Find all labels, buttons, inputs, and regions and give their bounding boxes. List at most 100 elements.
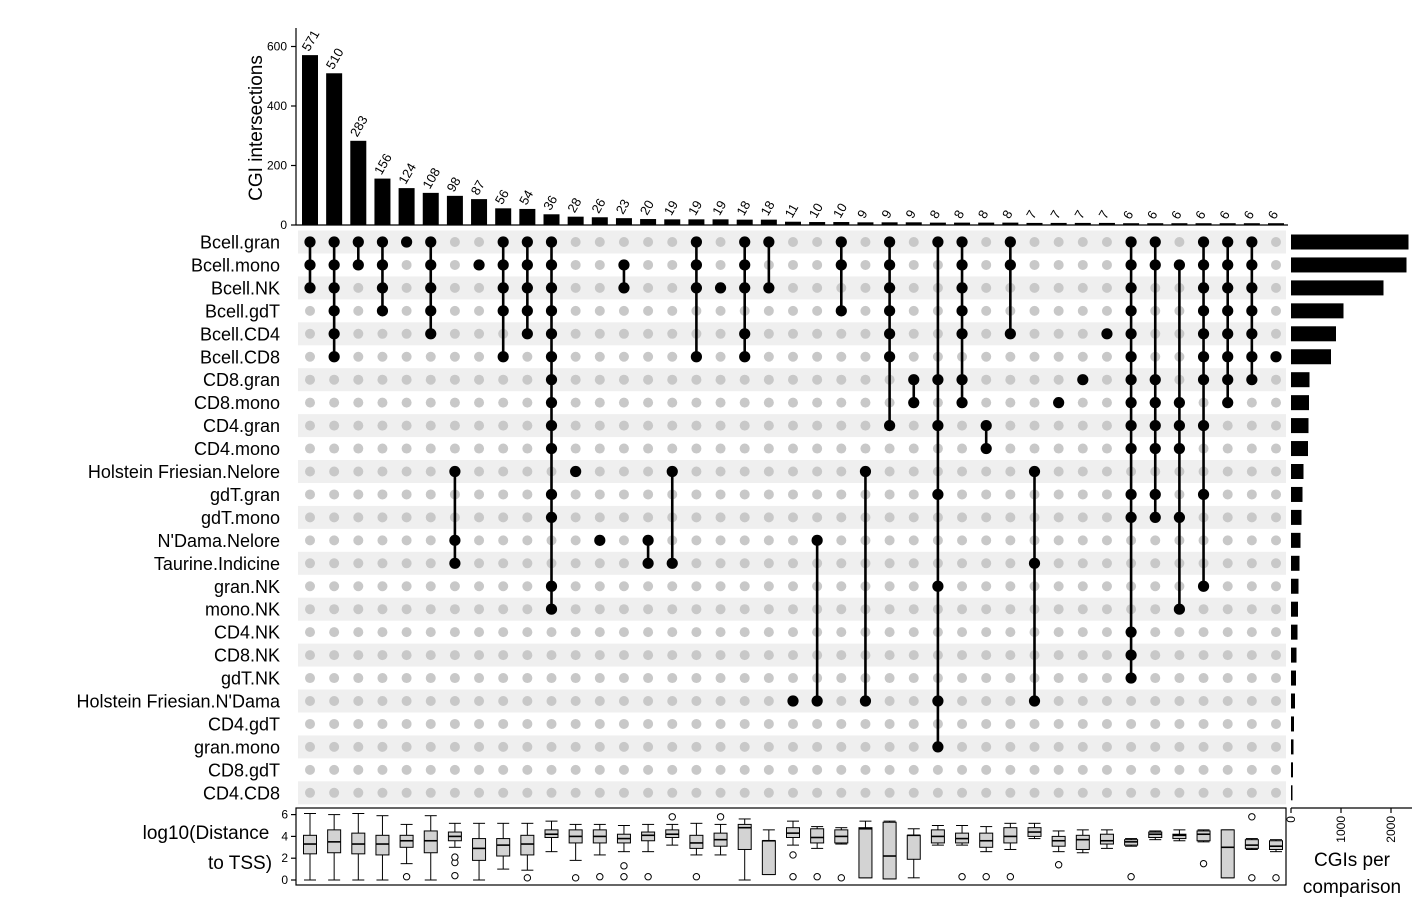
matrix-dot-empty: [788, 741, 798, 752]
matrix-dot-empty: [1101, 581, 1112, 592]
matrix-dot-empty: [618, 650, 629, 661]
matrix-dot-empty: [1005, 604, 1016, 615]
matrix-dot-empty: [1150, 787, 1161, 798]
matrix-dot-empty: [1101, 650, 1112, 661]
matrix-dot-empty: [1053, 535, 1064, 546]
intersection-bar: [1002, 222, 1019, 225]
matrix-dot-filled: [328, 328, 340, 340]
matrix-dot-empty: [377, 741, 388, 752]
matrix-dot-empty: [1077, 696, 1088, 706]
matrix-dot-empty: [643, 696, 654, 706]
matrix-dot-empty: [643, 673, 654, 684]
matrix-dot-empty: [1198, 764, 1209, 775]
matrix-dot-filled: [425, 259, 437, 271]
matrix-dot-empty: [643, 282, 654, 293]
matrix-dot-empty: [329, 581, 340, 592]
matrix-dot-empty: [1271, 718, 1281, 729]
matrix-dot-filled: [545, 351, 558, 363]
intersection-bar-label: 6: [1168, 208, 1185, 222]
matrix-dot-filled: [545, 236, 558, 248]
matrix-dot-empty: [860, 741, 871, 752]
intersection-bar: [350, 140, 367, 225]
matrix-dot-empty: [1101, 282, 1112, 293]
box-iqr: [689, 834, 704, 849]
matrix-dot-empty: [1077, 581, 1088, 592]
matrix-dot-empty: [908, 351, 919, 362]
matrix-dot-empty: [908, 764, 919, 775]
matrix-dot-empty: [570, 764, 581, 775]
matrix-dot-empty: [353, 443, 364, 454]
matrix-dot-empty: [1077, 535, 1088, 546]
matrix-dot-filled: [787, 695, 799, 707]
intersection-bar-label: 87: [468, 178, 488, 198]
matrix-dot-empty: [498, 673, 509, 684]
set-label: CD4.gdT: [208, 714, 280, 734]
matrix-dot-filled: [884, 351, 896, 363]
intersection-bar: [664, 219, 681, 225]
matrix-dot-empty: [715, 397, 726, 408]
box-outlier: [958, 873, 966, 881]
matrix-dot-empty: [1246, 489, 1257, 500]
matrix-dot-empty: [1101, 718, 1112, 729]
matrix-dot-empty: [739, 718, 750, 729]
matrix-dot-empty: [957, 627, 968, 638]
matrix-dot-empty: [788, 718, 798, 729]
set-size-bar: [1291, 257, 1407, 273]
matrix-dot-empty: [546, 764, 557, 775]
matrix-dot-empty: [498, 397, 509, 408]
matrix-dot-filled: [811, 695, 823, 707]
matrix-dot-empty: [401, 489, 412, 500]
matrix-dot-empty: [667, 696, 678, 706]
matrix-dot-empty: [618, 351, 629, 362]
matrix-dot-empty: [957, 604, 968, 615]
matrix-dot-empty: [353, 535, 364, 546]
matrix-dot-empty: [474, 581, 485, 592]
matrix-dot-empty: [522, 466, 533, 477]
matrix-dot-empty: [739, 741, 750, 752]
matrix-dot-filled: [1125, 282, 1137, 294]
matrix-dot-empty: [1271, 512, 1281, 523]
matrix-dot-empty: [1077, 558, 1088, 569]
set-label: Holstein Friesian.N'Dama: [76, 692, 280, 712]
matrix-dot-empty: [836, 741, 847, 752]
matrix-dot-empty: [1053, 489, 1064, 500]
set-label: Bcell.gran: [200, 233, 280, 253]
matrix-dot-empty: [449, 787, 460, 798]
intersection-bar: [929, 222, 946, 225]
matrix-dot-empty: [401, 305, 412, 316]
matrix-dot-empty: [425, 787, 436, 798]
box-iqr: [906, 834, 921, 860]
matrix-dot-empty: [643, 259, 654, 270]
matrix-dot-empty: [1174, 764, 1185, 775]
matrix-dot-empty: [1053, 741, 1064, 752]
matrix-dot-empty: [763, 787, 774, 798]
intersection-bar-label: 8: [999, 207, 1016, 221]
matrix-dot-filled: [739, 236, 751, 248]
matrix-dot-empty: [643, 718, 654, 729]
matrix-dot-filled: [932, 374, 944, 386]
matrix-dot-filled: [956, 305, 968, 317]
matrix-dot-empty: [1077, 718, 1088, 729]
matrix-dot-empty: [715, 604, 726, 615]
intersection-bar-label: 6: [1216, 208, 1233, 222]
matrix-dot-empty: [715, 535, 726, 546]
box-y-axis-label-line1: log10(Distance: [143, 823, 270, 844]
matrix-dot-empty: [353, 374, 364, 385]
intersection-bar-label: 26: [588, 196, 608, 216]
matrix-dot-empty: [570, 627, 581, 638]
matrix-dot-empty: [1077, 787, 1088, 798]
matrix-dot-filled: [1173, 511, 1185, 523]
matrix-dot-empty: [305, 696, 315, 706]
matrix-dot-empty: [763, 420, 774, 431]
matrix-dot-filled: [908, 374, 920, 386]
matrix-dot-empty: [1271, 374, 1281, 385]
intersection-bar-label: 56: [492, 187, 512, 207]
matrix-dot-empty: [715, 558, 726, 569]
matrix-dot-empty: [1222, 512, 1233, 523]
matrix-dot-empty: [884, 489, 895, 500]
matrix-dot-empty: [425, 512, 436, 523]
matrix-dot-empty: [739, 374, 750, 385]
set-size-bar: [1291, 578, 1299, 594]
matrix-dot-empty: [1174, 673, 1185, 684]
matrix-dot-empty: [1029, 443, 1040, 454]
